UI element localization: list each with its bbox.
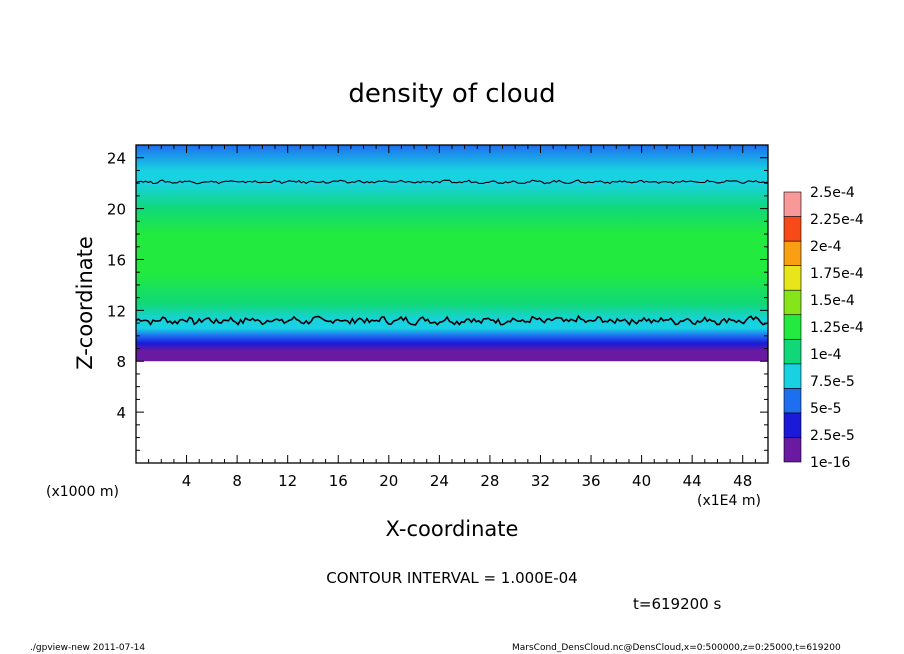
x-tick-label: 28 — [480, 472, 499, 490]
contour-lines — [135, 179, 769, 326]
colorbar-label: 1e-16 — [810, 455, 850, 471]
colorbar-swatch — [783, 265, 802, 291]
footer-right: MarsCond_DensCloud.nc@DensCloud,x=0:5000… — [512, 643, 841, 653]
x-tick-label: 4 — [182, 472, 192, 490]
footer-left: ./gpview-new 2011-07-14 — [30, 643, 146, 653]
colorbar: 1e-16 2.5e-5 5e-5 7.5e-5 1e-4 1.25e-4 1.5e-4 1.… — [783, 185, 864, 471]
colorbar-label: 5e-5 — [810, 401, 841, 417]
colorbar-label: 1.25e-4 — [810, 320, 864, 336]
y-tick-label: 4 — [116, 404, 126, 422]
y-axis-label: Z-coordinate — [73, 236, 97, 370]
colorbar-swatch — [783, 289, 802, 316]
density-field — [136, 145, 768, 362]
x-tick-label: 40 — [632, 472, 651, 490]
x-tick-label: 12 — [278, 472, 297, 490]
colorbar-swatch — [783, 240, 802, 266]
x-tick-label: 36 — [581, 472, 600, 490]
colorbar-swatch — [783, 191, 802, 217]
colorbar-swatch — [783, 338, 802, 365]
y-tick-label: 20 — [107, 201, 126, 219]
x-tick-label: 48 — [733, 472, 752, 490]
plot-area — [136, 145, 768, 463]
colorbar-label: 2.5e-5 — [810, 428, 855, 444]
colorbar-label: 2.5e-4 — [810, 185, 855, 201]
x-unit-label: (x1E4 m) — [697, 493, 761, 509]
y-tick-label: 24 — [107, 150, 126, 168]
colorbar-label: 2.25e-4 — [810, 212, 864, 228]
y-unit-label: (x1000 m) — [46, 484, 119, 500]
contour-interval-label: CONTOUR INTERVAL = 1.000E-04 — [326, 569, 577, 587]
colorbar-label: 2e-4 — [810, 239, 842, 255]
contour-line — [135, 314, 769, 326]
colorbar-swatch — [783, 437, 802, 463]
colorbar-swatch — [783, 314, 802, 340]
y-tick-label: 16 — [107, 251, 126, 269]
time-label: t=619200 s — [633, 595, 721, 613]
colorbar-label: 1e-4 — [810, 347, 842, 363]
axes — [135, 144, 769, 464]
colorbar-label: 1.5e-4 — [810, 293, 855, 309]
x-axis-label: X-coordinate — [386, 517, 519, 541]
colorbar-label: 7.5e-5 — [810, 374, 855, 390]
y-tick-labels: 4 8 12 16 20 24 — [107, 150, 126, 422]
x-tick-label: 32 — [531, 472, 550, 490]
contour-line — [135, 179, 769, 185]
x-tick-label: 20 — [379, 472, 398, 490]
y-tick-label: 8 — [116, 353, 126, 371]
x-tick-labels: 4 8 12 16 20 24 28 32 36 40 44 48 — [182, 472, 752, 490]
x-tick-label: 16 — [329, 472, 348, 490]
x-tick-label: 8 — [232, 472, 242, 490]
colorbar-swatch — [783, 216, 802, 242]
x-tick-label: 44 — [683, 472, 702, 490]
x-tick-label: 24 — [430, 472, 449, 490]
chart-title: density of cloud — [348, 79, 555, 109]
colorbar-swatch — [783, 363, 802, 389]
colorbar-swatch — [783, 388, 802, 414]
colorbar-label: 1.75e-4 — [810, 266, 864, 282]
colorbar-swatch — [783, 412, 802, 438]
y-tick-label: 12 — [107, 302, 126, 320]
